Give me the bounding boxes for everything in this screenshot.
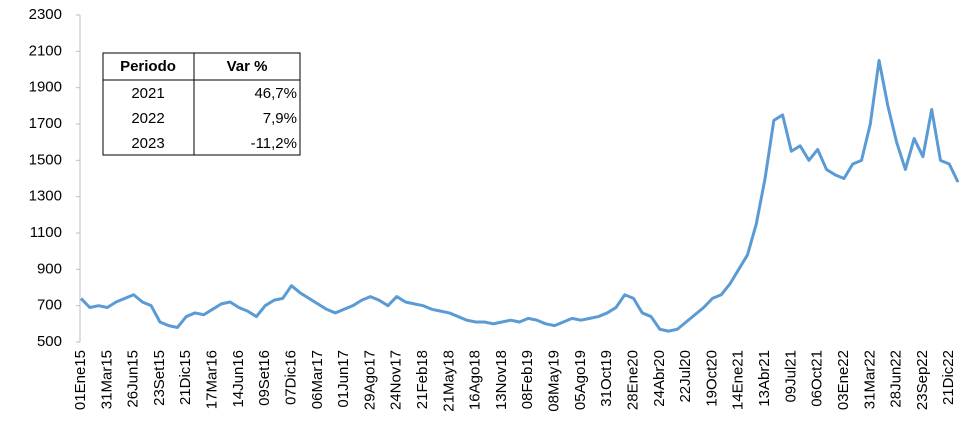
y-tick-label: 2300 (29, 6, 62, 23)
x-tick-label: 31Mar22 (861, 350, 878, 409)
table-border (102, 52, 301, 156)
x-tick-label: 08May19 (546, 350, 563, 412)
x-tick-label: 23Sep22 (914, 350, 931, 410)
x-tick-label: 21Feb18 (414, 350, 431, 409)
table-cell: -11,2% (251, 135, 297, 152)
x-tick-label: 01Ene15 (72, 350, 89, 410)
x-tick-label: 26Jun15 (125, 350, 142, 408)
x-tick-label: 06Oct21 (809, 350, 826, 407)
y-tick-label: 700 (37, 297, 62, 314)
x-tick-label: 16Ago18 (467, 350, 484, 410)
x-tick-label: 01Jun17 (335, 350, 352, 408)
table-cell: 2023 (131, 135, 164, 152)
x-tick-label: 21Dic15 (177, 350, 194, 405)
inset-table: Periodo Var % 2021 46,7% 2022 7,9% 2023 … (102, 52, 301, 156)
table-cell: 2021 (131, 85, 164, 102)
x-tick-label: 17Mar16 (204, 350, 221, 409)
x-tick-label: 03Ene22 (835, 350, 852, 410)
y-tick-label: 2100 (29, 42, 62, 59)
x-tick-label: 06Mar17 (309, 350, 326, 409)
y-tick-label: 500 (37, 333, 62, 350)
x-tick-label: 13Nov18 (493, 350, 510, 410)
table-header: Var % (227, 58, 268, 75)
x-tick-label: 28Ene20 (624, 350, 641, 410)
x-tick-label: 21Dic22 (940, 350, 957, 405)
x-tick-label: 31Mar15 (98, 350, 115, 409)
x-tick-label: 24Abr20 (651, 350, 668, 407)
x-tick-label: 05Ago19 (572, 350, 589, 410)
y-tick-label: 1300 (29, 188, 62, 205)
table-cell: 7,9% (263, 110, 297, 127)
table-cell: 46,7% (254, 85, 297, 102)
y-tick-label: 1900 (29, 79, 62, 96)
y-tick-label: 900 (37, 260, 62, 277)
price-line (79, 58, 960, 333)
x-tick-label: 22Jul20 (677, 350, 694, 403)
x-tick-label: 31Oct19 (598, 350, 615, 407)
table-cell: 2022 (131, 110, 164, 127)
table-header: Periodo (120, 58, 176, 75)
x-tick-label: 07Dic16 (282, 350, 299, 405)
y-tick-label: 1700 (29, 115, 62, 132)
x-tick-label: 24Nov17 (388, 350, 405, 410)
y-tick-label: 1100 (30, 224, 62, 241)
x-tick-label: 14Jun16 (230, 350, 247, 408)
y-tick-label: 1500 (29, 151, 62, 168)
x-tick-label: 08Feb19 (519, 350, 536, 409)
x-tick-label: 14Ene21 (730, 350, 747, 410)
x-tick-label: 09Set16 (256, 350, 273, 406)
x-tick-label: 28Jun22 (888, 350, 905, 408)
x-tick-label: 21May18 (440, 350, 457, 412)
x-tick-label: 09Jul21 (782, 350, 799, 403)
x-tick-label: 29Ago17 (361, 350, 378, 410)
x-tick-label: 19Oct20 (703, 350, 720, 407)
x-tick-label: 13Abr21 (756, 350, 773, 407)
x-tick-label: 23Set15 (151, 350, 168, 406)
